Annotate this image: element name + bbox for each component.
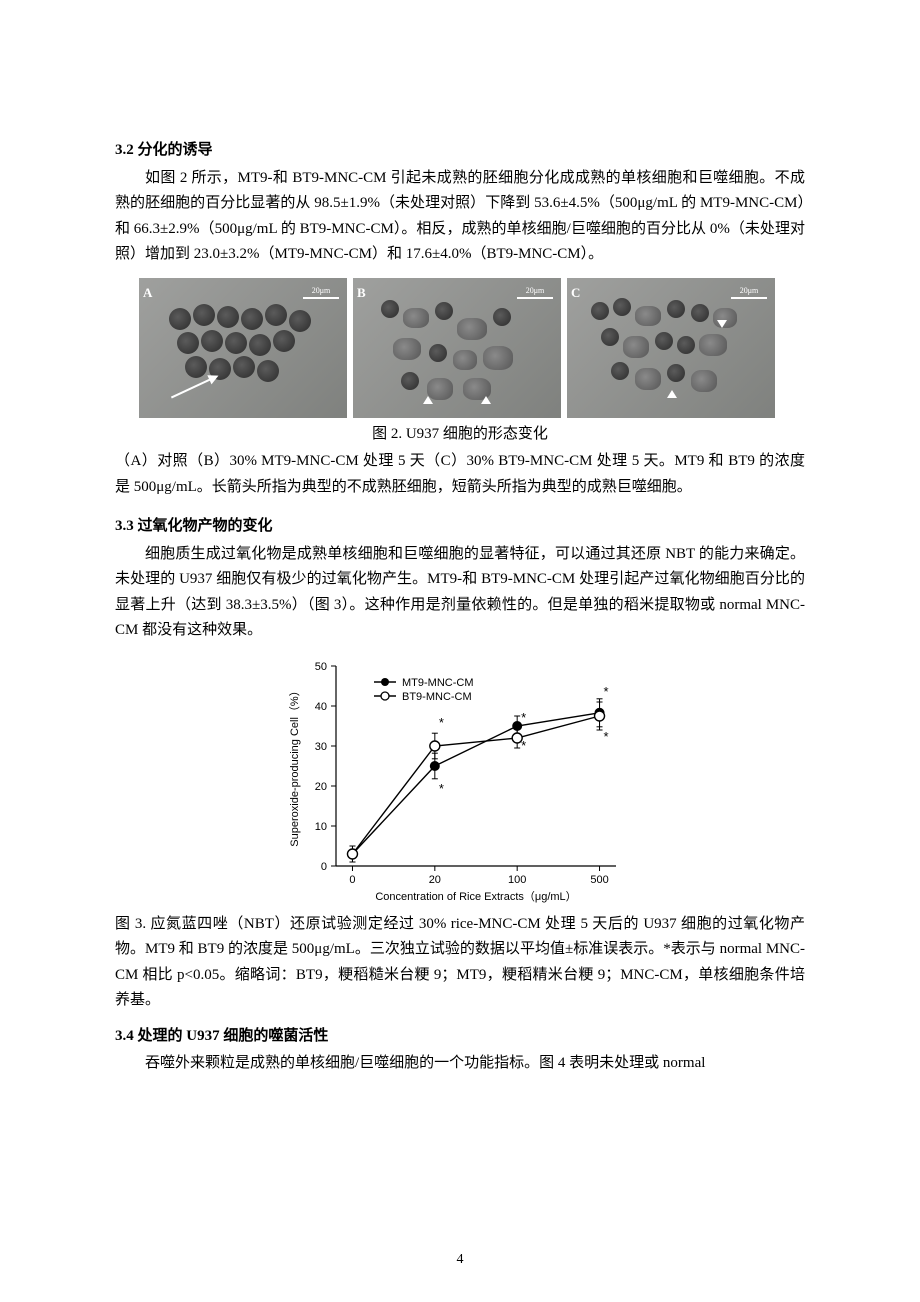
svg-text:500: 500 <box>590 874 608 886</box>
svg-text:*: * <box>521 710 526 725</box>
figure-3-chart: 01020304050020100500Concentration of Ric… <box>115 654 805 910</box>
panel-a-scalebar: 20μm <box>303 284 339 300</box>
section-3-3-paragraph: 细胞质生成过氧化物是成熟单核细胞和巨噬细胞的显著特征，可以通过其还原 NBT 的… <box>115 542 805 644</box>
svg-text:*: * <box>439 715 444 730</box>
long-arrow-icon <box>171 375 217 398</box>
figure-3-svg: 01020304050020100500Concentration of Ric… <box>280 654 640 910</box>
figure-2-panel-b: B 20μm <box>353 278 561 418</box>
section-3-3-heading: 3.3 过氧化物产物的变化 <box>115 514 805 540</box>
svg-text:50: 50 <box>315 661 327 673</box>
figure-2-panel-c: C 20μm <box>567 278 775 418</box>
panel-b-scalebar: 20μm <box>517 284 553 300</box>
svg-text:*: * <box>604 684 609 699</box>
panel-a-label: A <box>143 282 152 304</box>
section-3-2-heading: 3.2 分化的诱导 <box>115 138 805 164</box>
svg-text:40: 40 <box>315 701 327 713</box>
svg-text:MT9-MNC-CM: MT9-MNC-CM <box>402 677 473 689</box>
svg-text:20: 20 <box>429 874 441 886</box>
svg-text:30: 30 <box>315 741 327 753</box>
section-3-2-paragraph: 如图 2 所示，MT9-和 BT9-MNC-CM 引起未成熟的胚细胞分化成成熟的… <box>115 166 805 268</box>
section-3-4-heading: 3.4 处理的 U937 细胞的噬菌活性 <box>115 1024 805 1050</box>
figure-2-caption: 图 2. U937 细胞的形态变化 <box>115 422 805 448</box>
svg-text:Superoxide-producing Cell（%）: Superoxide-producing Cell（%） <box>288 685 301 846</box>
figure-2-panels: A 20μm B 20μm <box>139 278 779 418</box>
svg-text:0: 0 <box>321 861 327 873</box>
svg-text:0: 0 <box>349 874 355 886</box>
short-arrowhead-icon <box>667 390 677 398</box>
short-arrowhead-icon <box>481 396 491 404</box>
panel-c-label: C <box>571 282 580 304</box>
svg-text:*: * <box>604 728 609 743</box>
panel-c-scalebar: 20μm <box>731 284 767 300</box>
section-3-4-paragraph: 吞噬外来颗粒是成熟的单核细胞/巨噬细胞的一个功能指标。图 4 表明未处理或 no… <box>115 1051 805 1077</box>
page-number: 4 <box>0 1248 920 1272</box>
svg-text:20: 20 <box>315 781 327 793</box>
svg-text:*: * <box>439 780 444 795</box>
short-arrowhead-icon <box>423 396 433 404</box>
svg-text:BT9-MNC-CM: BT9-MNC-CM <box>402 691 472 703</box>
svg-text:100: 100 <box>508 874 526 886</box>
svg-text:10: 10 <box>315 821 327 833</box>
figure-3-caption: 图 3. 应氮蓝四唑（NBT）还原试验测定经过 30% rice-MNC-CM … <box>115 912 805 1014</box>
svg-text:Concentration of Rice Extracts: Concentration of Rice Extracts（μg/mL） <box>375 890 576 903</box>
panel-b-label: B <box>357 282 366 304</box>
figure-2-panel-a: A 20μm <box>139 278 347 418</box>
short-arrowhead-icon <box>717 320 727 328</box>
figure-2-description: （A）对照（B）30% MT9-MNC-CM 处理 5 天（C）30% BT9-… <box>115 449 805 500</box>
